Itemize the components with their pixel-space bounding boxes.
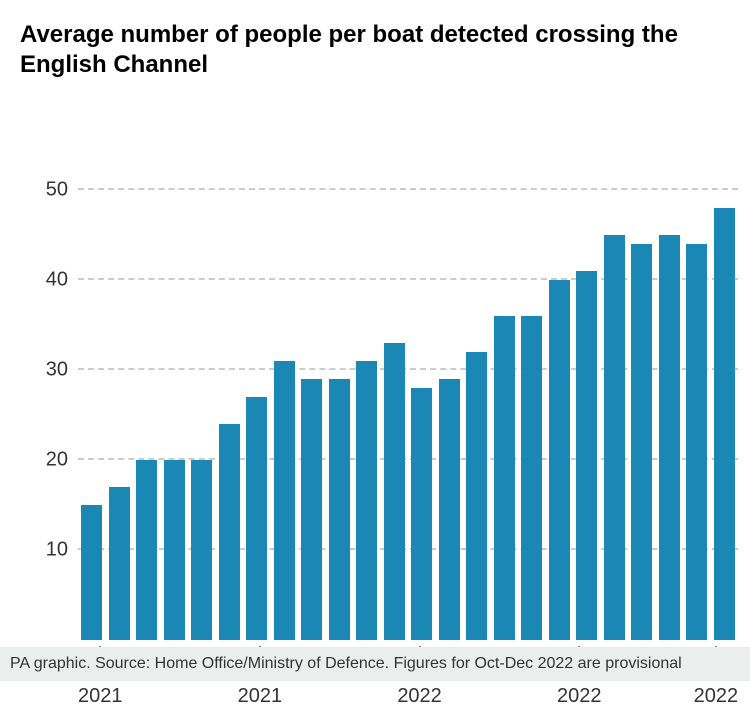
bar	[631, 244, 652, 640]
y-tick-label: 50	[46, 179, 78, 202]
bar	[604, 235, 625, 640]
bar-slot	[711, 172, 739, 640]
bar-slot	[628, 172, 656, 640]
bar-slot	[188, 172, 216, 640]
y-tick-label: 10	[46, 539, 78, 562]
bar-slot	[216, 172, 244, 640]
bar	[686, 244, 707, 640]
bar-slot	[271, 172, 299, 640]
bar	[164, 460, 185, 640]
bar-slot	[408, 172, 436, 640]
y-tick-label: 20	[46, 449, 78, 472]
bar	[219, 424, 240, 640]
bar-slot	[683, 172, 711, 640]
bar-slot	[546, 172, 574, 640]
bar	[356, 361, 377, 640]
bar	[136, 460, 157, 640]
bar	[384, 343, 405, 640]
bar	[81, 505, 102, 640]
bar-slot	[573, 172, 601, 640]
bar	[329, 379, 350, 640]
bar	[466, 352, 487, 640]
chart-title: Average number of people per boat detect…	[20, 20, 730, 80]
bar	[191, 460, 212, 640]
bar-slot	[133, 172, 161, 640]
bar-slot	[298, 172, 326, 640]
bar-slot	[243, 172, 271, 640]
bar	[301, 379, 322, 640]
bar	[549, 280, 570, 640]
bar	[714, 208, 735, 640]
bar-slot	[353, 172, 381, 640]
bar	[521, 316, 542, 640]
source-text: PA graphic. Source: Home Office/Ministry…	[10, 655, 682, 673]
bar	[494, 316, 515, 640]
y-tick-label: 40	[46, 269, 78, 292]
bar	[411, 388, 432, 640]
bar	[659, 235, 680, 640]
chart-container: Average number of people per boat detect…	[0, 0, 750, 681]
bar-slot	[78, 172, 106, 640]
plot-area: 1020304050	[78, 172, 738, 640]
bar-slot	[161, 172, 189, 640]
bar-slot	[326, 172, 354, 640]
bar-slot	[601, 172, 629, 640]
bar	[109, 487, 130, 640]
bars	[78, 172, 738, 640]
bar-slot	[106, 172, 134, 640]
bar	[576, 271, 597, 640]
source-footer: PA graphic. Source: Home Office/Ministry…	[0, 647, 750, 681]
y-tick-label: 30	[46, 359, 78, 382]
bar-slot	[463, 172, 491, 640]
bar	[246, 397, 267, 640]
bar-slot	[491, 172, 519, 640]
bar	[274, 361, 295, 640]
bar	[439, 379, 460, 640]
bar-slot	[381, 172, 409, 640]
bar-slot	[656, 172, 684, 640]
bar-slot	[518, 172, 546, 640]
bar-slot	[436, 172, 464, 640]
